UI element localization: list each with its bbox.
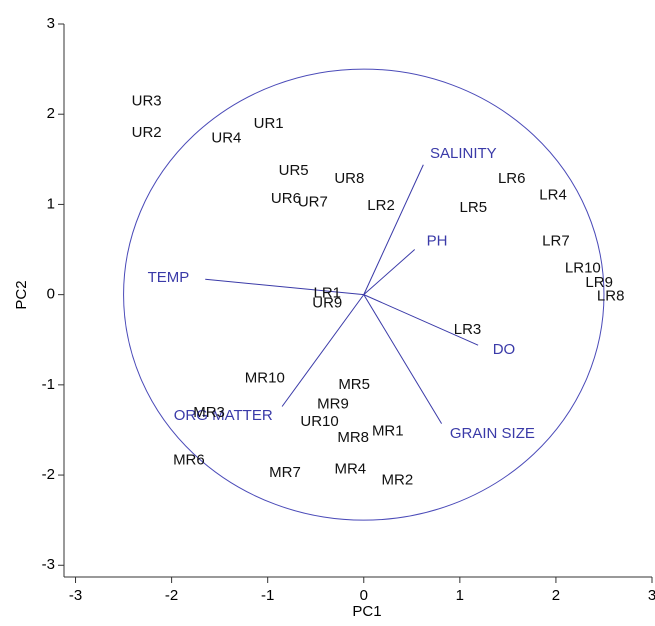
point-label: MR6: [173, 452, 205, 469]
vector-label: PH: [427, 233, 448, 250]
x-axis-label: PC1: [352, 603, 381, 620]
x-tick-label: -3: [69, 587, 82, 604]
point-label: MR3: [193, 404, 225, 421]
vector-label: GRAIN SIZE: [450, 425, 535, 442]
point-label: UR7: [298, 194, 328, 211]
point-label: LR9: [585, 274, 613, 291]
point-label: LR10: [565, 259, 601, 276]
point-label: UR2: [132, 124, 162, 141]
loading-vector: [363, 164, 424, 295]
loading-vector: [205, 278, 364, 296]
y-tick-label: -1: [42, 376, 55, 393]
point-label: UR5: [279, 162, 309, 179]
y-tick-label: 3: [47, 15, 55, 32]
y-tick-label: -2: [42, 466, 55, 483]
point-label: MR8: [337, 429, 369, 446]
point-label: UR10: [300, 413, 338, 430]
point-label: MR2: [382, 471, 414, 488]
point-label: UR3: [132, 93, 162, 110]
x-tick-label: 1: [456, 587, 464, 604]
point-label: UR1: [254, 115, 284, 132]
point-label: MR7: [269, 464, 301, 481]
correlation-circle: [123, 68, 605, 521]
loading-vector: [363, 249, 416, 296]
point-label: LR1: [313, 285, 341, 302]
y-tick-label: 2: [47, 105, 55, 122]
loading-vector: [281, 294, 365, 407]
point-label: UR8: [334, 170, 364, 187]
point-label: MR1: [372, 423, 404, 440]
loading-vector: [363, 294, 443, 424]
x-tick-label: 2: [552, 587, 560, 604]
point-label: MR9: [317, 396, 349, 413]
point-label: LR7: [542, 232, 570, 249]
point-label: MR4: [334, 461, 366, 478]
x-tick-label: -1: [261, 587, 274, 604]
point-label: LR8: [597, 287, 625, 304]
point-label: LR5: [460, 199, 488, 216]
point-label: MR10: [245, 370, 285, 387]
vector-label: DO: [493, 341, 515, 358]
point-label: LR2: [367, 197, 395, 214]
point-label: LR6: [498, 170, 526, 187]
x-tick-label: 3: [648, 587, 655, 604]
loading-vector: [363, 294, 479, 346]
vector-label: TEMP: [148, 269, 190, 286]
point-label: UR9: [312, 295, 342, 312]
point-label: MR5: [338, 376, 370, 393]
y-axis-label: PC2: [13, 280, 30, 309]
y-tick-label: 1: [47, 195, 55, 212]
vector-label: ORG MATTER: [174, 407, 273, 424]
y-tick-label: -3: [42, 556, 55, 573]
point-label: LR4: [539, 186, 567, 203]
y-tick-label: 0: [47, 286, 55, 303]
point-label: LR3: [454, 321, 482, 338]
point-label: UR6: [271, 190, 301, 207]
x-tick-label: -2: [165, 587, 178, 604]
point-label: UR4: [211, 130, 241, 147]
vector-label: SALINITY: [430, 145, 497, 162]
x-tick-label: 0: [360, 587, 368, 604]
